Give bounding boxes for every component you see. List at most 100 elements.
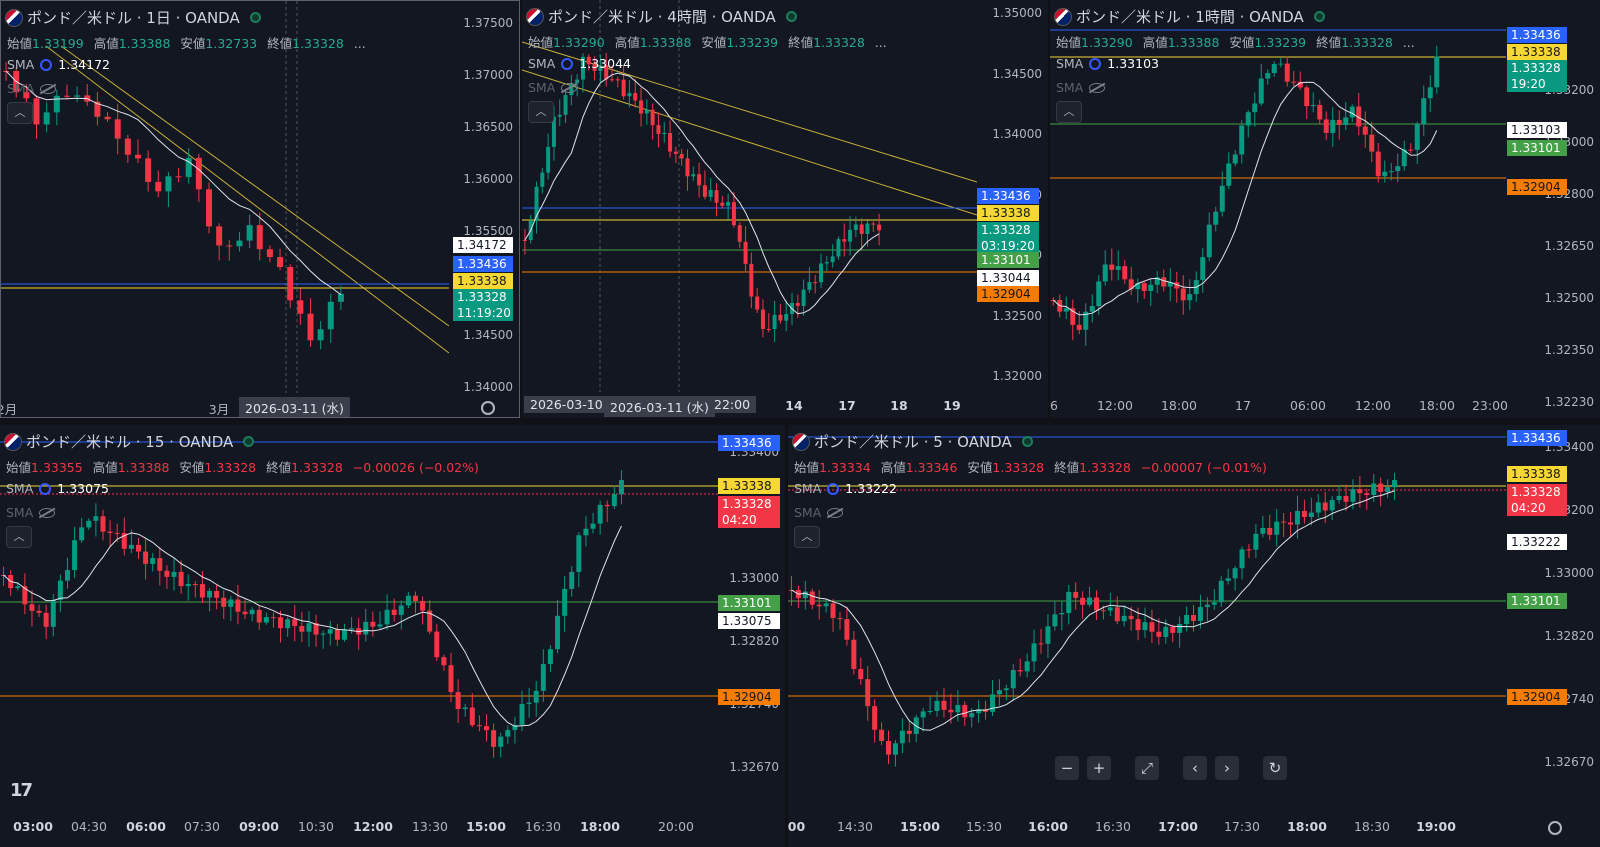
chart-title[interactable]: ポンド／米ドル · 4時間 · OANDA bbox=[526, 6, 797, 27]
chart-panel-1h[interactable]: ポンド／米ドル · 1時間 · OANDA 始値1.33290 高値1.3338… bbox=[1050, 0, 1600, 418]
daily-plot-area[interactable] bbox=[1, 1, 449, 393]
chart-panel-daily[interactable]: ポンド／米ドル · 1日 · OANDA 始値1.33199 高値1.33388… bbox=[0, 0, 520, 418]
candle-body bbox=[1017, 670, 1023, 672]
collapse-legend-button[interactable]: ︿ bbox=[6, 526, 32, 548]
candle-body bbox=[592, 64, 597, 71]
collapse-legend-button[interactable]: ︿ bbox=[794, 526, 820, 548]
low-value: 1.32733 bbox=[205, 36, 258, 51]
high-value: 1.33388 bbox=[117, 460, 170, 475]
time-axis[interactable]: 6 12:00 18:00 17 06:00 12:00 18:00 23:00 bbox=[1050, 398, 1600, 416]
sma-legend[interactable]: SMA 1.34172 bbox=[7, 57, 110, 72]
time-axis[interactable]: :00 14:30 15:00 15:30 16:00 16:30 17:00 … bbox=[788, 819, 1600, 837]
time-tick: 14:30 bbox=[836, 819, 874, 834]
fit-content-button[interactable]: ⤢ bbox=[1135, 756, 1159, 780]
price-tag-value: 1.33222 bbox=[1511, 535, 1561, 549]
time-axis[interactable]: 03:00 04:30 06:00 07:30 09:00 10:30 12:0… bbox=[0, 819, 785, 837]
candle-body bbox=[830, 256, 835, 263]
candle-body bbox=[1200, 257, 1206, 280]
price-tag-value: 1.33328 bbox=[1511, 485, 1561, 499]
time-tick: 19:00 bbox=[1416, 819, 1456, 834]
candle-body bbox=[57, 580, 63, 600]
sma-legend-hidden[interactable]: SMA bbox=[794, 505, 844, 520]
time-tick: 16:00 bbox=[1028, 819, 1068, 834]
eye-hidden-icon[interactable] bbox=[40, 83, 57, 94]
candle-body bbox=[33, 98, 40, 125]
price-tag: 1.33222 bbox=[1507, 534, 1567, 550]
eye-hidden-icon[interactable] bbox=[39, 507, 56, 518]
scroll-right-button[interactable]: › bbox=[1215, 756, 1239, 780]
candle-body bbox=[363, 621, 369, 635]
chart-title[interactable]: ポンド／米ドル · 15 · OANDA bbox=[4, 431, 255, 452]
gear-icon[interactable] bbox=[481, 401, 495, 415]
eye-hidden-icon[interactable] bbox=[561, 82, 578, 93]
sma-legend-hidden[interactable]: SMA bbox=[6, 505, 56, 520]
5m-plot-area[interactable] bbox=[788, 425, 1506, 825]
candle-body bbox=[772, 314, 777, 330]
sma-legend-hidden[interactable]: SMA bbox=[7, 81, 57, 96]
eye-hidden-icon[interactable] bbox=[1089, 82, 1106, 93]
price-axis[interactable]: 1.33200 1.33000 1.32800 1.32650 1.32500 1.323… bbox=[1506, 0, 1600, 409]
close-label: 終値 bbox=[788, 35, 814, 50]
time-tick: 18:00 bbox=[580, 819, 620, 834]
reset-chart-button[interactable]: ↻ bbox=[1263, 756, 1287, 780]
collapse-legend-button[interactable]: ︿ bbox=[1056, 101, 1082, 123]
gear-icon[interactable] bbox=[1548, 821, 1562, 835]
chart-title[interactable]: ポンド／米ドル · 1時間 · OANDA bbox=[1054, 6, 1325, 27]
tradingview-logo[interactable]: 17 bbox=[10, 780, 33, 801]
candle-body bbox=[349, 628, 355, 630]
chart-panel-5m[interactable]: ポンド／米ドル · 5 · OANDA 始値1.33334 高値1.33346 … bbox=[788, 425, 1600, 847]
price-tag: 1.33436 bbox=[1507, 430, 1567, 446]
candle-body bbox=[749, 263, 754, 297]
candle-body bbox=[1317, 104, 1323, 120]
candle-body bbox=[598, 65, 603, 71]
candle-body bbox=[1135, 619, 1141, 631]
chart-title[interactable]: ポンド／米ドル · 1日 · OANDA bbox=[5, 7, 261, 28]
candle-body bbox=[434, 631, 440, 658]
candle-body bbox=[1265, 73, 1271, 79]
price-tick: 1.32230 bbox=[1544, 395, 1594, 409]
sma-legend-hidden[interactable]: SMA bbox=[1056, 80, 1106, 95]
trend-line bbox=[522, 69, 977, 216]
candles bbox=[522, 52, 882, 342]
candle-body bbox=[580, 56, 585, 80]
price-tag-value: 1.33436 bbox=[457, 257, 507, 271]
price-tag: 1.33044 bbox=[977, 270, 1039, 286]
sma-legend-hidden[interactable]: SMA bbox=[528, 80, 578, 95]
time-tick: 2月 bbox=[1, 402, 18, 417]
collapse-legend-button[interactable]: ︿ bbox=[7, 102, 33, 124]
chart-panel-4h[interactable]: ポンド／米ドル · 4時間 · OANDA 始値1.33290 高値1.3338… bbox=[522, 0, 1048, 418]
candle-body bbox=[1114, 607, 1120, 622]
scroll-left-button[interactable]: ‹ bbox=[1183, 756, 1207, 780]
chart-panel-15m[interactable]: ポンド／米ドル · 15 · OANDA 始値1.33355 高値1.33388… bbox=[0, 425, 785, 847]
sma-label: SMA bbox=[7, 81, 35, 96]
sma-legend[interactable]: SMA 1.33222 bbox=[794, 481, 897, 496]
price-tag-value: 1.32904 bbox=[981, 287, 1031, 301]
candle-body bbox=[1427, 87, 1433, 99]
15m-plot-area[interactable] bbox=[0, 425, 718, 825]
eye-hidden-icon[interactable] bbox=[827, 507, 844, 518]
time-axis[interactable]: 2月 3月 2026-03-11 (水) bbox=[1, 397, 519, 417]
price-tick: 1.37500 bbox=[463, 16, 513, 30]
time-tick: 18:00 bbox=[1287, 819, 1327, 834]
zoom-in-button[interactable]: + bbox=[1087, 756, 1111, 780]
candle-body bbox=[1310, 104, 1316, 107]
zoom-out-button[interactable]: − bbox=[1055, 756, 1079, 780]
price-tag: 1.33338 bbox=[718, 478, 780, 494]
price-axis[interactable]: 1.375001.370001.365001.360001.355001.350… bbox=[449, 1, 519, 394]
time-axis[interactable]: 2026-03-10 2026-03-11 (水) 22:00 14 17 18… bbox=[522, 396, 1048, 417]
chart-title[interactable]: ポンド／米ドル · 5 · OANDA bbox=[792, 431, 1033, 452]
candle-body bbox=[1149, 622, 1155, 632]
sma-legend[interactable]: SMA 1.33044 bbox=[528, 56, 631, 71]
candle-body bbox=[1375, 151, 1381, 177]
sma-value: 1.33044 bbox=[579, 56, 631, 71]
candle-body bbox=[1291, 81, 1297, 83]
sma-legend[interactable]: SMA 1.33103 bbox=[1056, 56, 1159, 71]
4h-plot-area[interactable] bbox=[522, 0, 977, 392]
time-tick: 18:30 bbox=[1353, 819, 1391, 834]
candle-body bbox=[1167, 282, 1173, 287]
sma-legend[interactable]: SMA 1.33075 bbox=[6, 481, 109, 496]
1h-plot-area[interactable] bbox=[1050, 0, 1506, 392]
collapse-legend-button[interactable]: ︿ bbox=[528, 101, 554, 123]
sma-value: 1.33103 bbox=[1107, 56, 1159, 71]
open-label: 始値 bbox=[6, 460, 32, 475]
